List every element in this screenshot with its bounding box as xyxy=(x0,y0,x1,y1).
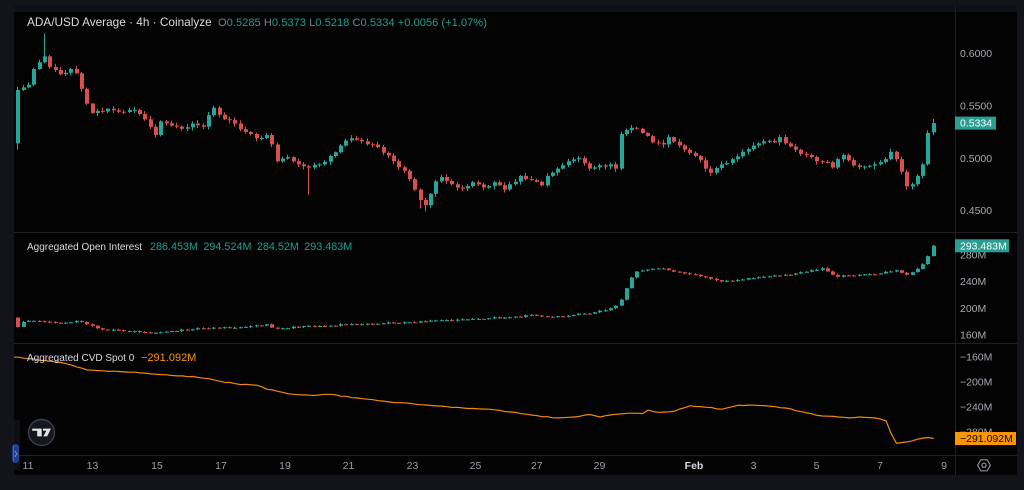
svg-text:17: 17 xyxy=(215,460,227,472)
svg-text:Aggregated Open Interest: Aggregated Open Interest xyxy=(27,242,142,253)
svg-text:23: 23 xyxy=(407,460,419,472)
svg-text:0.5334: 0.5334 xyxy=(960,118,992,130)
svg-text:29: 29 xyxy=(594,460,606,472)
svg-text:286.453M 294.524M 284.52M 293.: 286.453M 294.524M 284.52M 293.483M xyxy=(150,241,352,253)
svg-text:7: 7 xyxy=(877,460,883,472)
svg-text:−160M: −160M xyxy=(960,352,992,364)
svg-text:27: 27 xyxy=(531,460,543,472)
svg-text:21: 21 xyxy=(343,460,355,472)
svg-text:19: 19 xyxy=(279,460,291,472)
svg-text:ADA/USD Average · 4h · Coinaly: ADA/USD Average · 4h · Coinalyze xyxy=(27,15,212,29)
svg-text:293.483M: 293.483M xyxy=(960,240,1007,252)
svg-text:−291.092M: −291.092M xyxy=(141,352,196,364)
svg-text:0.5500: 0.5500 xyxy=(960,100,992,112)
svg-text:25: 25 xyxy=(470,460,482,472)
svg-text:O0.5285 H0.5373 L0.5218 C0.533: O0.5285 H0.5373 L0.5218 C0.5334 +0.0056 … xyxy=(218,17,487,29)
svg-text:0.4500: 0.4500 xyxy=(960,205,992,217)
svg-text:−200M: −200M xyxy=(960,377,992,389)
svg-text:−291.092M: −291.092M xyxy=(960,433,1013,445)
svg-text:160M: 160M xyxy=(960,330,986,342)
svg-text:0.6000: 0.6000 xyxy=(960,48,992,60)
svg-text:280M: 280M xyxy=(960,250,986,262)
svg-text:200M: 200M xyxy=(960,303,986,315)
svg-text:9: 9 xyxy=(941,460,947,472)
svg-text:13: 13 xyxy=(87,460,99,472)
svg-text:15: 15 xyxy=(151,460,163,472)
svg-text:3: 3 xyxy=(751,460,757,472)
svg-text:0.5000: 0.5000 xyxy=(960,153,992,165)
svg-text:−240M: −240M xyxy=(960,401,992,413)
svg-text:Aggregated CVD Spot 0: Aggregated CVD Spot 0 xyxy=(27,353,135,364)
svg-text:5: 5 xyxy=(814,460,820,472)
svg-text:240M: 240M xyxy=(960,276,986,288)
svg-text:11: 11 xyxy=(23,460,34,472)
svg-text:Feb: Feb xyxy=(685,460,704,472)
